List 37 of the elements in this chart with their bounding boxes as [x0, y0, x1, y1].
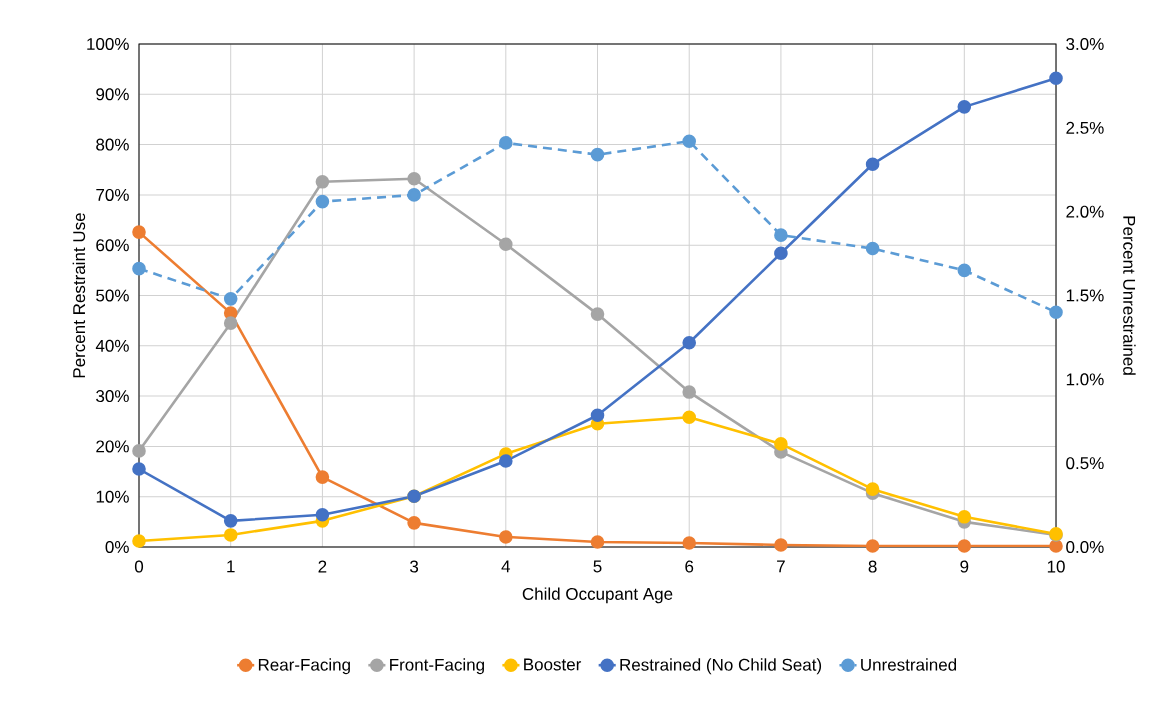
x-tick-label: 4 [501, 560, 511, 573]
x-tick-label: 0 [134, 560, 144, 573]
x-tick-label: 6 [685, 560, 694, 573]
y-tick-label: 50% [96, 289, 129, 302]
y-axis-title: Percent Restraint Use [72, 213, 86, 378]
y-tick-label: 60% [96, 239, 129, 252]
y-tick-label: 80% [96, 138, 129, 151]
y2-tick-label: 2.0% [1066, 205, 1104, 218]
x-tick-label: 10 [1047, 560, 1065, 573]
x-tick-label: 2 [318, 560, 327, 573]
x-tick-label: 5 [593, 560, 602, 573]
legend-label: Unrestrained [861, 658, 957, 671]
y-tick-label: 0% [105, 540, 129, 554]
y2-tick-label: 1.0% [1066, 373, 1104, 386]
y2-tick-label: 3.0% [1066, 37, 1104, 51]
y-tick-label: 70% [96, 188, 129, 201]
y-tick-label: 10% [96, 490, 129, 503]
legend-label: Front-Facing [390, 658, 484, 675]
y2-tick-label: 0.0% [1066, 540, 1104, 554]
y2-tick-label: 0.5% [1066, 457, 1104, 470]
legend-label: Rear-Facing [258, 658, 350, 675]
legend-label: Booster [524, 658, 582, 671]
y2-axis-title: Percent Unrestrained [1123, 216, 1136, 375]
y-tick-label: 100% [87, 37, 129, 51]
y2-tick-label: 1.5% [1066, 289, 1104, 302]
x-tick-label: 1 [227, 560, 235, 573]
y-tick-label: 20% [96, 440, 129, 453]
x-tick-label: 9 [960, 560, 969, 573]
x-axis-title: Child Occupant Age [522, 587, 673, 604]
y-tick-label: 40% [95, 339, 129, 352]
x-tick-label: 3 [410, 560, 419, 573]
y-tick-label: 90% [96, 88, 129, 101]
y-tick-label: 30% [96, 390, 129, 403]
x-tick-label: 8 [868, 560, 877, 573]
y2-tick-label: 2.5% [1066, 121, 1104, 134]
x-tick-label: 7 [777, 560, 785, 573]
legend-label: Restrained (No Child Seat) [620, 658, 822, 675]
